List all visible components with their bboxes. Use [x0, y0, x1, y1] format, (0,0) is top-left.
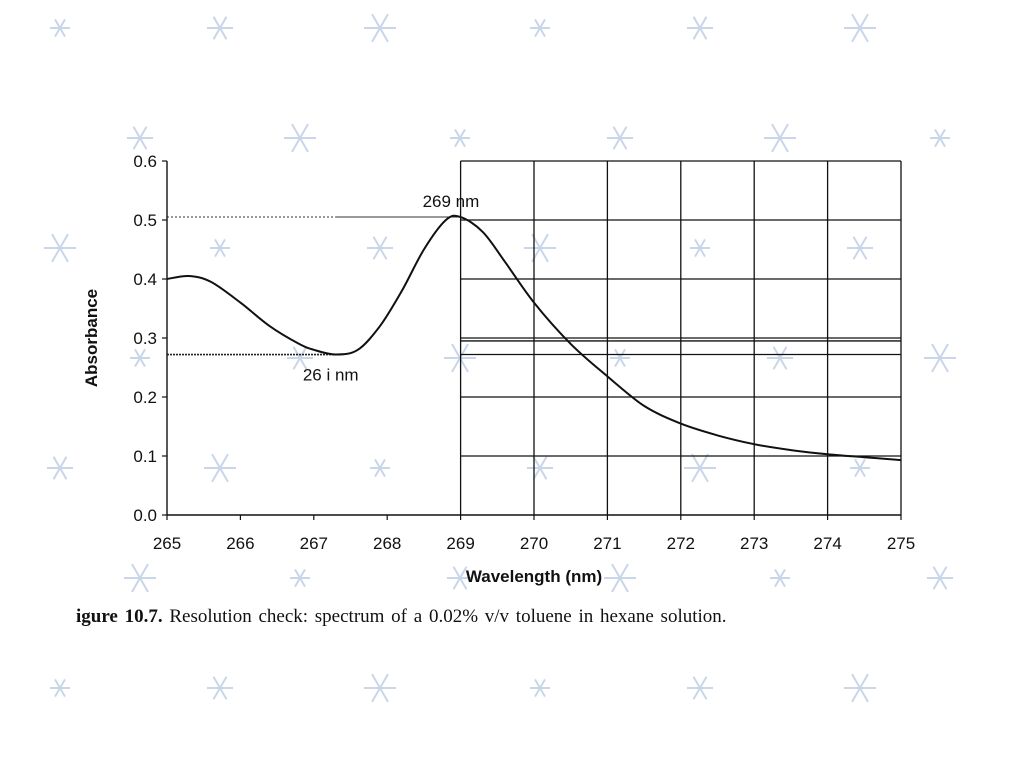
x-tick-label: 271 — [593, 534, 621, 553]
axes: 265 266 267 268 269 270 271 272 273 274 275 0.0 0.1 0… — [133, 152, 915, 553]
snowflake-icon — [690, 238, 710, 258]
snowflake-icon — [450, 128, 470, 148]
snowflake-icon — [687, 16, 713, 40]
snowflake-icon — [207, 16, 233, 40]
x-tick-label: 266 — [226, 534, 254, 553]
snowflake-icon — [207, 676, 233, 700]
x-tick-label: 275 — [887, 534, 915, 553]
snowflake-icon — [924, 343, 956, 373]
snowflake-icon — [930, 128, 950, 148]
snowflake-icon — [50, 678, 70, 698]
snowflake-icon — [927, 566, 953, 590]
x-tick-label: 268 — [373, 534, 401, 553]
figure-caption: igure 10.7. Resolution check: spectrum o… — [76, 606, 976, 628]
annotation-trough-label: 26 i nm — [303, 366, 359, 385]
x-tick-label: 269 — [446, 534, 474, 553]
y-tick-label: 0.2 — [133, 388, 157, 407]
grid — [459, 160, 902, 515]
snowflake-icon — [367, 236, 393, 260]
snowflake-icon — [850, 458, 870, 478]
y-tick-label: 0.1 — [133, 447, 157, 466]
snowflake-icon — [130, 348, 150, 368]
snowflake-icon — [370, 458, 390, 478]
snowflake-icon — [770, 568, 790, 588]
snowflake-icon — [210, 238, 230, 258]
annotations: 269 nm 26 i nm — [303, 192, 479, 384]
x-tick-label: 274 — [813, 534, 841, 553]
caption-label: igure 10.7. — [76, 606, 163, 627]
y-tick-label: 0.5 — [133, 211, 157, 230]
x-axis-title: Wavelength (nm) — [466, 567, 602, 586]
snowflake-icon — [530, 18, 550, 38]
snowflake-icon — [764, 123, 796, 153]
snowflake-icon — [524, 233, 556, 263]
snowflake-icon — [124, 563, 156, 593]
snowflake-icon — [44, 233, 76, 263]
x-tick-label: 270 — [520, 534, 548, 553]
snowflake-icon — [610, 348, 630, 368]
snowflake-icon — [290, 568, 310, 588]
snowflake-icon — [364, 13, 396, 43]
snowflake-icon — [50, 18, 70, 38]
snowflake-icon — [684, 453, 716, 483]
snowflake-icon — [287, 346, 313, 370]
snowflake-icon — [447, 566, 473, 590]
x-tick-label: 265 — [153, 534, 181, 553]
y-tick-label: 0.4 — [133, 270, 157, 289]
caption-text: Resolution check: spectrum of a 0.02% v/… — [169, 606, 727, 627]
snowflake-icon — [530, 678, 550, 698]
snowflake-icon — [604, 563, 636, 593]
snowflake-icon — [687, 676, 713, 700]
x-tick-label: 273 — [740, 534, 768, 553]
x-tick-label: 272 — [667, 534, 695, 553]
snowflake-icon — [844, 13, 876, 43]
snowflake-icon — [527, 456, 553, 480]
snowflake-icon — [607, 126, 633, 150]
snowflake-icon — [47, 456, 73, 480]
snowflake-icon — [847, 236, 873, 260]
snowflake-icon — [364, 673, 396, 703]
x-tick-label: 267 — [300, 534, 328, 553]
snowflake-icon — [284, 123, 316, 153]
y-tick-label: 0.0 — [133, 506, 157, 525]
series — [166, 214, 902, 462]
snowflake-icon — [844, 673, 876, 703]
y-axis-title: Absorbance — [82, 289, 101, 387]
y-tick-label: 0.3 — [133, 329, 157, 348]
series-line — [166, 214, 902, 462]
snowflake-icon — [127, 126, 153, 150]
snowflake-icon — [767, 346, 793, 370]
y-tick-label: 0.6 — [133, 152, 157, 171]
snowflake-icon — [204, 453, 236, 483]
reference-lines — [167, 216, 901, 356]
annotation-peak-label: 269 nm — [423, 192, 480, 211]
